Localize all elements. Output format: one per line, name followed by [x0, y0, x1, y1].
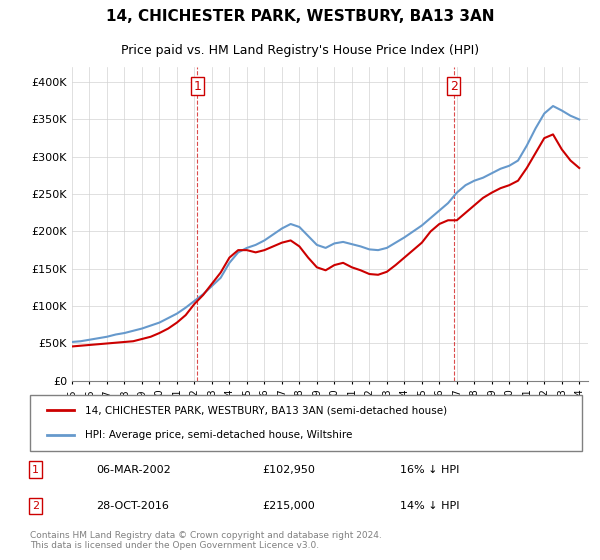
Text: Price paid vs. HM Land Registry's House Price Index (HPI): Price paid vs. HM Land Registry's House … [121, 44, 479, 57]
Text: 14, CHICHESTER PARK, WESTBURY, BA13 3AN (semi-detached house): 14, CHICHESTER PARK, WESTBURY, BA13 3AN … [85, 405, 448, 416]
Text: 28-OCT-2016: 28-OCT-2016 [96, 501, 169, 511]
Text: 1: 1 [32, 465, 39, 475]
Text: 2: 2 [32, 501, 39, 511]
Text: 16% ↓ HPI: 16% ↓ HPI [400, 465, 459, 475]
Text: Contains HM Land Registry data © Crown copyright and database right 2024.
This d: Contains HM Land Registry data © Crown c… [30, 531, 382, 550]
Text: £215,000: £215,000 [262, 501, 314, 511]
Text: 1: 1 [193, 80, 202, 92]
Text: 14, CHICHESTER PARK, WESTBURY, BA13 3AN: 14, CHICHESTER PARK, WESTBURY, BA13 3AN [106, 10, 494, 24]
Text: 06-MAR-2002: 06-MAR-2002 [96, 465, 171, 475]
Text: £102,950: £102,950 [262, 465, 315, 475]
FancyBboxPatch shape [30, 395, 582, 451]
Text: 14% ↓ HPI: 14% ↓ HPI [400, 501, 460, 511]
Text: 2: 2 [450, 80, 458, 92]
Text: HPI: Average price, semi-detached house, Wiltshire: HPI: Average price, semi-detached house,… [85, 430, 353, 440]
